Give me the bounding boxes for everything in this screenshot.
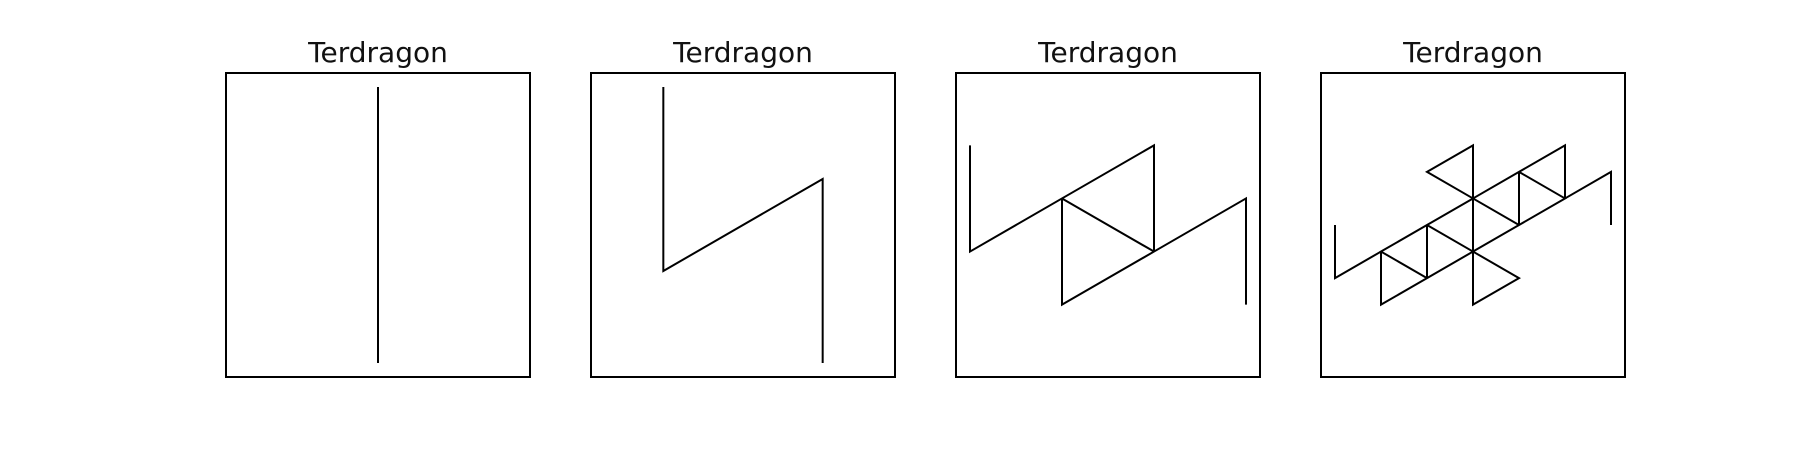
panel-frame xyxy=(1320,72,1626,378)
terdragon-curve xyxy=(1334,143,1612,307)
terdragon-panel-1: Terdragon xyxy=(225,36,531,378)
panel-frame xyxy=(225,72,531,378)
terdragon-panel-4: Terdragon xyxy=(1320,36,1626,378)
terdragon-curve xyxy=(969,143,1247,307)
terdragon-panel-3: Terdragon xyxy=(955,36,1261,378)
terdragon-curve xyxy=(662,87,824,363)
panel-frame xyxy=(955,72,1261,378)
terdragon-panel-2: Terdragon xyxy=(590,36,896,378)
panel-title: Terdragon xyxy=(672,36,813,69)
panel-frame xyxy=(590,72,896,378)
panel-title: Terdragon xyxy=(1037,36,1178,69)
panel-title: Terdragon xyxy=(1402,36,1543,69)
panel-title: Terdragon xyxy=(307,36,448,69)
